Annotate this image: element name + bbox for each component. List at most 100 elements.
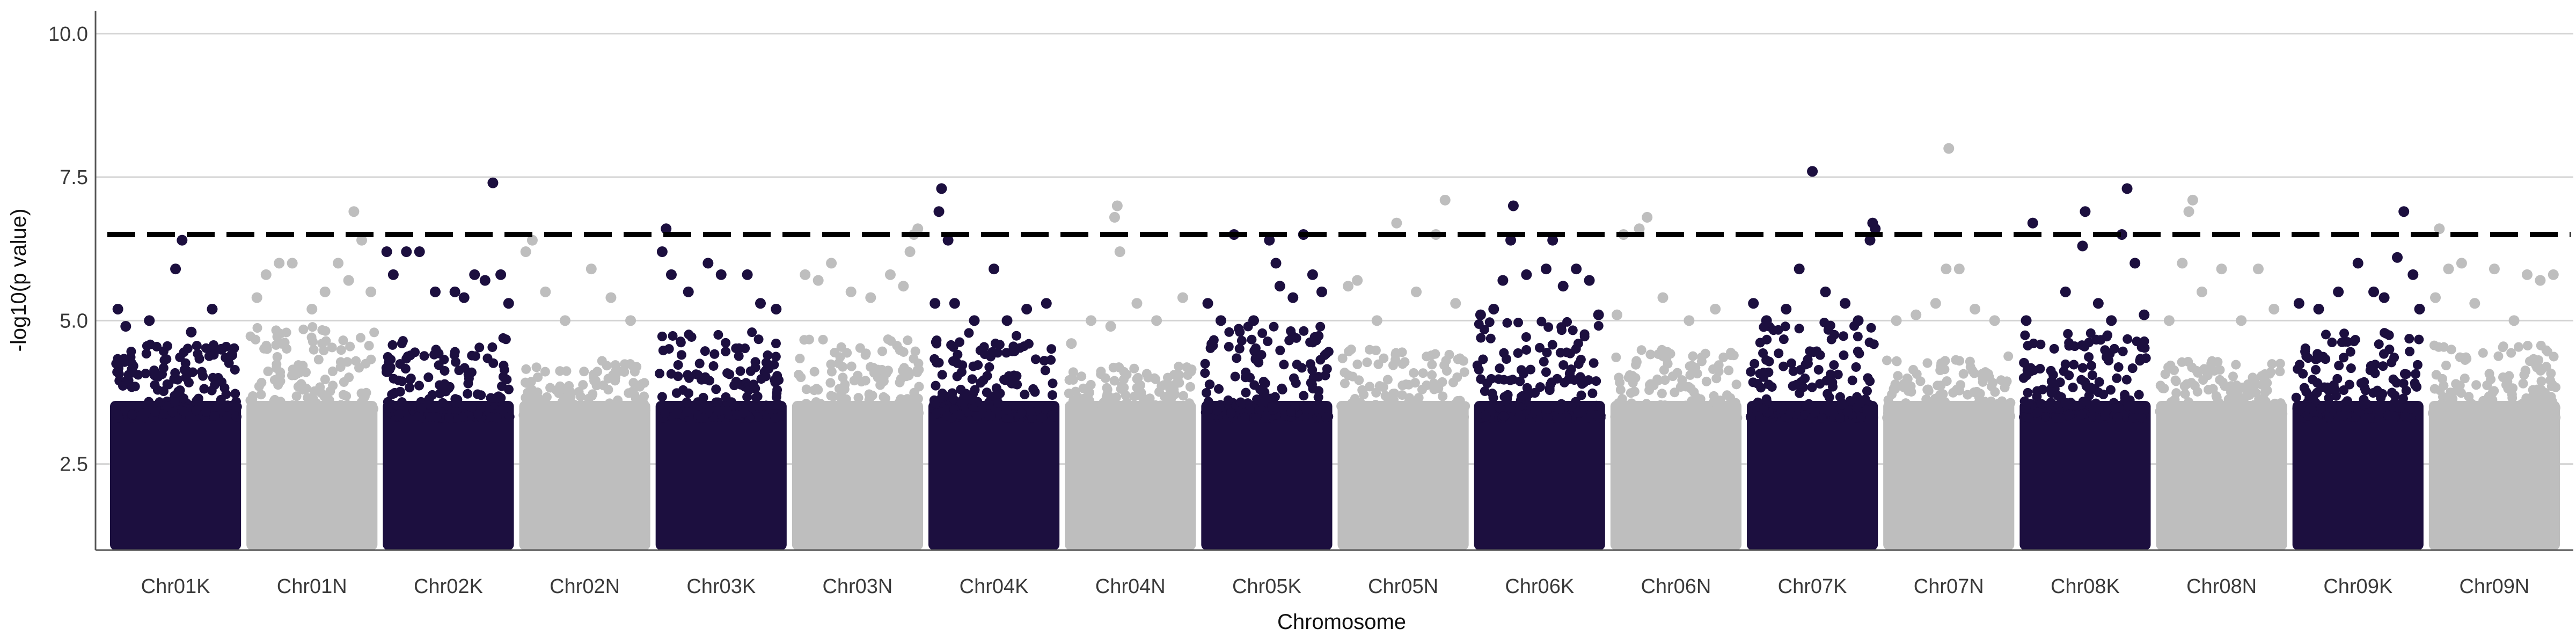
point xyxy=(149,365,159,376)
point xyxy=(1099,413,1109,423)
point xyxy=(1337,353,1348,363)
point xyxy=(1208,341,1218,351)
point xyxy=(1864,410,1875,420)
point xyxy=(1322,364,1332,374)
point xyxy=(269,375,280,385)
point xyxy=(1746,367,1756,377)
point xyxy=(389,374,399,384)
point xyxy=(1119,413,1129,423)
data-point-Chr09K xyxy=(2333,286,2344,297)
point xyxy=(316,388,326,398)
point xyxy=(2461,352,2471,362)
point xyxy=(1660,375,1670,385)
data-point-Chr01N xyxy=(260,269,272,280)
point xyxy=(452,405,462,415)
point xyxy=(1346,345,1356,355)
point xyxy=(1132,374,1142,384)
point xyxy=(336,400,346,410)
point xyxy=(1204,379,1214,390)
point xyxy=(2503,384,2513,394)
point xyxy=(162,341,172,351)
grid-lines xyxy=(96,33,2573,465)
point xyxy=(2536,376,2546,386)
point xyxy=(1526,364,1536,375)
point xyxy=(630,390,640,400)
data-point-Chr05N xyxy=(1391,217,1402,229)
data-point-Chr08K xyxy=(2129,258,2141,269)
point xyxy=(1124,406,1134,416)
point xyxy=(956,384,966,394)
point xyxy=(2505,411,2515,421)
point xyxy=(1008,341,1019,352)
data-point-Chr06N xyxy=(1657,292,1668,303)
point xyxy=(902,394,912,404)
point xyxy=(387,340,398,350)
point-cloud-Chr01N xyxy=(245,322,379,423)
point xyxy=(1444,349,1454,360)
data-point-Chr03K xyxy=(665,269,677,280)
point xyxy=(1427,370,1437,380)
point xyxy=(2244,390,2255,400)
point xyxy=(209,350,219,360)
data-point-Chr09N xyxy=(2548,269,2559,280)
point xyxy=(281,327,291,338)
data-point-Chr04K xyxy=(936,183,947,194)
point xyxy=(1078,383,1088,393)
point xyxy=(912,367,923,377)
point xyxy=(2493,351,2504,361)
point xyxy=(711,384,721,394)
point xyxy=(1230,371,1240,382)
point xyxy=(1626,409,1636,419)
point xyxy=(1240,412,1250,422)
point xyxy=(320,326,331,336)
data-point-Chr06K xyxy=(1475,309,1486,320)
point xyxy=(271,325,281,335)
data-point-Chr04K xyxy=(1001,315,1013,326)
point xyxy=(272,352,282,362)
data-point-Chr03N xyxy=(912,223,924,235)
point xyxy=(1114,362,1124,372)
point xyxy=(1011,331,1021,341)
point xyxy=(2113,362,2124,372)
point xyxy=(1376,406,1386,416)
point xyxy=(809,367,819,377)
point xyxy=(952,358,962,368)
point xyxy=(2324,393,2334,403)
data-point-Chr08N xyxy=(2236,315,2247,326)
point xyxy=(1252,413,1262,423)
point xyxy=(1203,413,1213,423)
point xyxy=(2451,379,2461,389)
point-cloud-Chr09N xyxy=(2427,340,2561,423)
point xyxy=(1900,411,1910,421)
point xyxy=(1623,372,1634,383)
point-bulk-Chr07N xyxy=(1883,401,2015,550)
point xyxy=(2339,385,2349,396)
point xyxy=(1988,378,1998,388)
data-point-Chr04K xyxy=(949,298,960,309)
data-point-Chr08K xyxy=(2106,315,2117,326)
data-point-Chr06K xyxy=(1593,309,1604,320)
data-point-Chr08K xyxy=(2080,206,2091,217)
point xyxy=(2467,399,2477,409)
point xyxy=(1385,412,1395,422)
point xyxy=(1536,317,1547,327)
point xyxy=(1037,413,1047,423)
point-bulk-Chr06K xyxy=(1474,401,1605,550)
point xyxy=(1951,355,1961,365)
point xyxy=(972,411,982,421)
point xyxy=(2076,375,2087,385)
point xyxy=(2411,369,2421,379)
point xyxy=(1046,355,1056,365)
point xyxy=(2278,409,2288,419)
point xyxy=(2123,334,2133,344)
point xyxy=(1174,361,1184,371)
point xyxy=(1256,350,1267,360)
point xyxy=(2104,355,2114,365)
point xyxy=(1753,411,1763,421)
point xyxy=(2429,384,2440,394)
x-tick-label: Chr05K xyxy=(1232,575,1301,598)
point xyxy=(993,398,1004,408)
point xyxy=(911,407,921,418)
point xyxy=(898,347,909,357)
point xyxy=(1755,369,1765,379)
